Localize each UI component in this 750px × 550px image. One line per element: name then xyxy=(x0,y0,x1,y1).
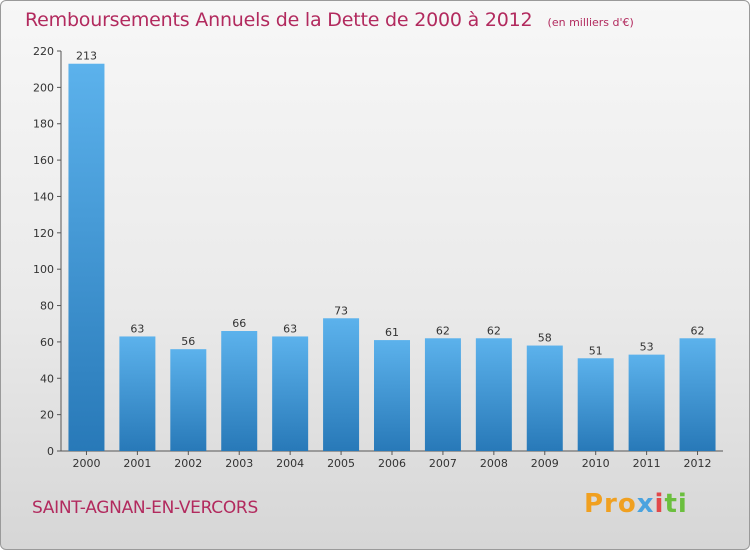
proxiti-logo: Proxiti xyxy=(584,489,688,519)
x-tick-label: 2011 xyxy=(633,457,661,470)
bar xyxy=(323,318,360,451)
x-tick-label: 2000 xyxy=(72,457,100,470)
x-tick-label: 2009 xyxy=(531,457,559,470)
data-label: 73 xyxy=(334,304,348,317)
x-tick-label: 2010 xyxy=(582,457,610,470)
bar xyxy=(526,345,563,451)
logo-part-1: Pro xyxy=(584,489,637,519)
data-label: 58 xyxy=(538,332,552,345)
data-label: 62 xyxy=(691,324,705,337)
data-label: 53 xyxy=(640,341,654,354)
value-labels: 213 63 56 66 63 73 61 62 62 58 51 53 62 xyxy=(76,50,705,358)
bar xyxy=(628,354,665,451)
bar xyxy=(424,338,461,451)
data-label: 213 xyxy=(76,50,97,63)
bar xyxy=(577,358,614,451)
bar xyxy=(68,63,105,452)
y-tick-label: 80 xyxy=(40,300,54,313)
x-tick-label: 2008 xyxy=(480,457,508,470)
y-tick-label: 180 xyxy=(33,118,54,131)
bar-chart: 0 20 40 60 80 100 120 140 160 180 200 220 2000 2001 20… xyxy=(33,45,723,470)
data-label: 63 xyxy=(283,322,297,335)
data-label: 66 xyxy=(232,317,246,330)
x-tick-label: 2003 xyxy=(225,457,253,470)
bar xyxy=(272,336,309,451)
data-label: 63 xyxy=(130,322,144,335)
y-tick-label: 20 xyxy=(40,409,54,422)
data-label: 62 xyxy=(487,324,501,337)
y-tick-label: 160 xyxy=(33,154,54,167)
chart-title-block: Remboursements Annuels de la Dette de 20… xyxy=(25,9,634,31)
y-tick-label: 100 xyxy=(33,263,54,276)
x-tick-label: 2001 xyxy=(123,457,151,470)
data-label: 51 xyxy=(589,344,603,357)
bar xyxy=(221,331,258,451)
x-tick-label: 2005 xyxy=(327,457,355,470)
y-tick-label: 200 xyxy=(33,81,54,94)
bars xyxy=(68,63,716,452)
logo-part-2: x xyxy=(636,489,655,519)
bar xyxy=(679,338,716,451)
commune-name: SAINT-AGNAN-EN-VERCORS xyxy=(32,498,258,518)
logo-part-4: ti xyxy=(664,489,688,519)
data-label: 62 xyxy=(436,324,450,337)
x-tick-label: 2006 xyxy=(378,457,406,470)
bar xyxy=(374,340,410,451)
chart-title: Remboursements Annuels de la Dette de 20… xyxy=(25,9,533,31)
x-tick-label: 2002 xyxy=(174,457,202,470)
y-tick-label: 60 xyxy=(40,336,54,349)
data-label: 61 xyxy=(385,326,399,339)
x-tick-label: 2004 xyxy=(276,457,304,470)
y-tick-label: 220 xyxy=(33,45,54,58)
x-tick-label: 2012 xyxy=(684,457,712,470)
bar xyxy=(119,336,156,451)
logo-part-3: i xyxy=(654,489,665,519)
x-tick-label: 2007 xyxy=(429,457,457,470)
data-label: 56 xyxy=(181,335,195,348)
y-tick-label: 140 xyxy=(33,190,54,203)
chart-unit: (en milliers d'€) xyxy=(547,16,634,29)
bar xyxy=(475,338,512,451)
y-tick-label: 40 xyxy=(40,372,54,385)
y-tick-label: 0 xyxy=(47,445,54,458)
y-tick-label: 120 xyxy=(33,227,54,240)
bar xyxy=(170,349,207,451)
